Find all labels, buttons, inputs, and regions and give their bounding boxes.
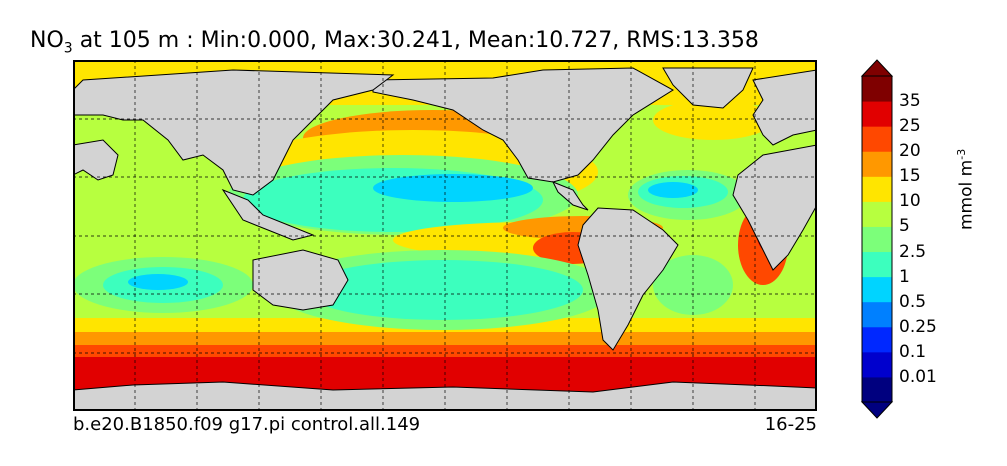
colorbar-frame xyxy=(861,75,893,403)
colorbar-segment xyxy=(862,301,892,328)
npac-low xyxy=(373,174,533,202)
colorbar xyxy=(860,59,894,419)
land-south-america xyxy=(577,207,679,351)
colorbar-segment xyxy=(862,101,892,127)
map-panel xyxy=(73,60,817,411)
land-central-america xyxy=(551,181,589,211)
colorbar-extend-min xyxy=(860,401,894,419)
colorbar-segment xyxy=(862,126,892,152)
colorbar-tick-label: 5 xyxy=(899,216,910,237)
colorbar-segment xyxy=(862,326,892,353)
spac-2.5 xyxy=(303,260,583,320)
colorbar-tick-label: 0.01 xyxy=(899,366,937,387)
colorbar-segment xyxy=(862,376,892,403)
colorbar-unit-text: mmol m xyxy=(956,159,977,230)
natl-north xyxy=(653,100,773,140)
title-species-subscript: 3 xyxy=(63,40,73,57)
colorbar-segment xyxy=(862,176,892,202)
colorbar-tick-label: 20 xyxy=(899,141,921,162)
land-greenland xyxy=(662,67,754,109)
colorbar-extend-max xyxy=(860,59,894,77)
colorbar-segment xyxy=(862,151,892,177)
land-europe xyxy=(752,69,817,146)
colorbar-segment xyxy=(862,201,892,227)
colorbar-tick-label: 25 xyxy=(899,116,921,137)
ocean-map xyxy=(73,60,817,411)
colorbar-tick-label: 0.1 xyxy=(899,341,927,362)
colorbar-unit-exponent: -3 xyxy=(955,148,968,160)
colorbar-tick-label: 0.5 xyxy=(899,291,927,312)
land-north-america xyxy=(372,67,674,183)
colorbar-segment xyxy=(862,276,892,303)
case-name: b.e20.B1850.f09 g17.pi control.all.149 xyxy=(73,414,421,435)
colorbar-segment xyxy=(862,226,892,253)
map-frame xyxy=(73,60,817,411)
title-stats: at 105 m : Min:0.000, Max:30.241, Mean:1… xyxy=(79,28,759,53)
colorbar-tick-label: 10 xyxy=(899,191,921,212)
year-range: 16-25 xyxy=(764,414,817,435)
ind-low xyxy=(128,274,188,290)
colorbar-tick-label: 2.5 xyxy=(899,241,927,262)
colorbar-segment xyxy=(862,351,892,378)
title-species: NO xyxy=(30,28,64,53)
colorbar-tick-label: 1 xyxy=(899,266,910,287)
map-grid xyxy=(73,60,817,411)
colorbar-tick-label: 0.25 xyxy=(899,316,937,337)
chart-title: NO3 at 105 m : Min:0.000, Max:30.241, Me… xyxy=(30,28,759,56)
colorbar-segment xyxy=(862,251,892,278)
colorbar-label: mmol m-3 xyxy=(955,149,977,230)
land-eurasia xyxy=(73,69,395,196)
land-africa xyxy=(732,144,817,271)
natl-low xyxy=(648,182,698,198)
land-southeast-asia xyxy=(221,188,315,241)
colorbar-tick-label: 15 xyxy=(899,166,921,187)
colorbar-tick-label: 35 xyxy=(899,91,921,112)
land-australia xyxy=(252,249,349,311)
colorbar-segment xyxy=(862,76,892,102)
